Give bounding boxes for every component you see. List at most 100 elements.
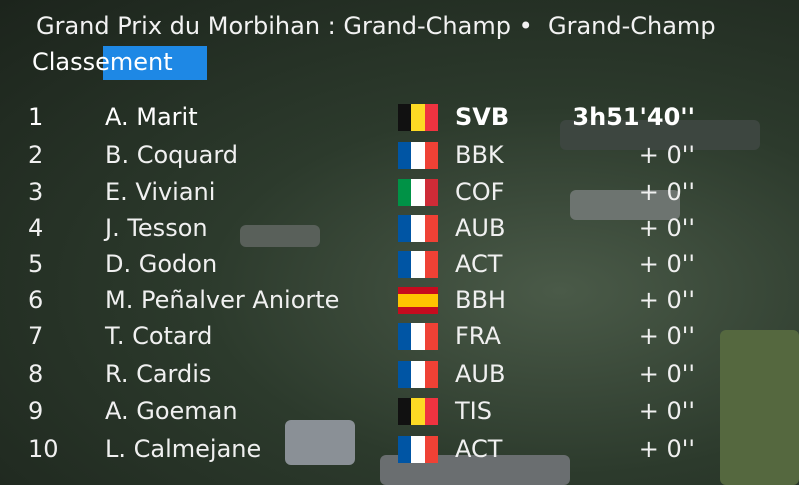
flag-stripe [398, 293, 438, 308]
rider: A. Marit [105, 103, 198, 131]
ranking-label: Classement [32, 48, 173, 76]
flag-stripe [398, 179, 412, 206]
team: SVB [455, 103, 510, 131]
time: + 0'' [638, 250, 695, 278]
result-row: 6 M. Peñalver Aniorte BBH + 0'' [0, 282, 799, 318]
time: + 0'' [638, 214, 695, 242]
flag-stripe [398, 104, 412, 131]
flag-stripe [398, 142, 412, 169]
flag-stripe [411, 251, 425, 278]
flag-stripe [411, 398, 425, 425]
flag-stripe [424, 361, 438, 388]
result-row: 10 L. Calmejane ACT + 0'' [0, 431, 799, 467]
result-row: 2 B. Coquard BBK + 0'' [0, 137, 799, 173]
rider: B. Coquard [105, 141, 238, 169]
team: BBK [455, 141, 504, 169]
flag-stripe [411, 142, 425, 169]
flag-stripe [424, 251, 438, 278]
rider: D. Godon [105, 250, 218, 278]
team: BBH [455, 286, 506, 314]
flag-stripe [398, 251, 412, 278]
flag [398, 251, 438, 278]
flag [398, 436, 438, 463]
flag-stripe [411, 436, 425, 463]
rank: 4 [28, 214, 44, 242]
flag [398, 215, 438, 242]
flag-stripe [398, 398, 412, 425]
result-row: 7 T. Cotard FRA + 0'' [0, 318, 799, 354]
flag-stripe [411, 323, 425, 350]
flag-stripe [398, 436, 412, 463]
flag [398, 361, 438, 388]
flag-stripe [424, 104, 438, 131]
result-row: 8 R. Cardis AUB + 0'' [0, 356, 799, 392]
flag-stripe [398, 287, 438, 294]
flag [398, 287, 438, 314]
rider: M. Peñalver Aniorte [105, 286, 340, 314]
time: + 0'' [638, 360, 695, 388]
result-row: 4 J. Tesson AUB + 0'' [0, 210, 799, 246]
team: COF [455, 178, 505, 206]
time: + 0'' [638, 435, 695, 463]
rider: R. Cardis [105, 360, 212, 388]
flag [398, 142, 438, 169]
rank: 5 [28, 250, 44, 278]
flag-stripe [398, 215, 412, 242]
rider: A. Goeman [105, 397, 238, 425]
result-row: 3 E. Viviani COF + 0'' [0, 174, 799, 210]
rank: 10 [28, 435, 59, 463]
rider: E. Viviani [105, 178, 216, 206]
highlight [103, 46, 207, 80]
flag-stripe [398, 323, 412, 350]
team: AUB [455, 214, 506, 242]
flag-stripe [411, 179, 425, 206]
flag [398, 398, 438, 425]
rank: 8 [28, 360, 44, 388]
flag-stripe [424, 215, 438, 242]
rank: 7 [28, 322, 44, 350]
team: ACT [455, 250, 503, 278]
flag [398, 104, 438, 131]
rider: T. Cotard [105, 322, 213, 350]
team: FRA [455, 322, 501, 350]
flag-stripe [424, 436, 438, 463]
rider: J. Tesson [105, 214, 208, 242]
time: + 0'' [638, 141, 695, 169]
team: ACT [455, 435, 503, 463]
flag-stripe [411, 104, 425, 131]
bg-building [285, 420, 355, 465]
bg-building [560, 120, 760, 150]
flag-stripe [411, 215, 425, 242]
flag-stripe [424, 142, 438, 169]
result-row: 1 A. Marit SVB 3h51'40'' [0, 99, 799, 135]
team: AUB [455, 360, 506, 388]
flag-stripe [398, 307, 438, 314]
bg-building [240, 225, 320, 247]
time: + 0'' [638, 286, 695, 314]
time: + 0'' [638, 397, 695, 425]
result-row: 5 D. Godon ACT + 0'' [0, 246, 799, 282]
rank: 3 [28, 178, 44, 206]
team: TIS [455, 397, 492, 425]
flag [398, 323, 438, 350]
rank: 2 [28, 141, 44, 169]
flag-stripe [424, 398, 438, 425]
time: + 0'' [638, 322, 695, 350]
flag-stripe [424, 323, 438, 350]
bg-building [570, 190, 680, 220]
rank: 6 [28, 286, 44, 314]
bg-field [720, 330, 799, 485]
flag-stripe [411, 361, 425, 388]
time: 3h51'40'' [572, 103, 695, 131]
flag [398, 179, 438, 206]
flag-stripe [424, 179, 438, 206]
rank: 1 [28, 103, 44, 131]
time: + 0'' [638, 178, 695, 206]
flag-stripe [398, 361, 412, 388]
result-row: 9 A. Goeman TIS + 0'' [0, 393, 799, 429]
rider: L. Calmejane [105, 435, 262, 463]
race-title: Grand Prix du Morbihan : Grand-Champ • G… [36, 12, 716, 40]
rank: 9 [28, 397, 44, 425]
